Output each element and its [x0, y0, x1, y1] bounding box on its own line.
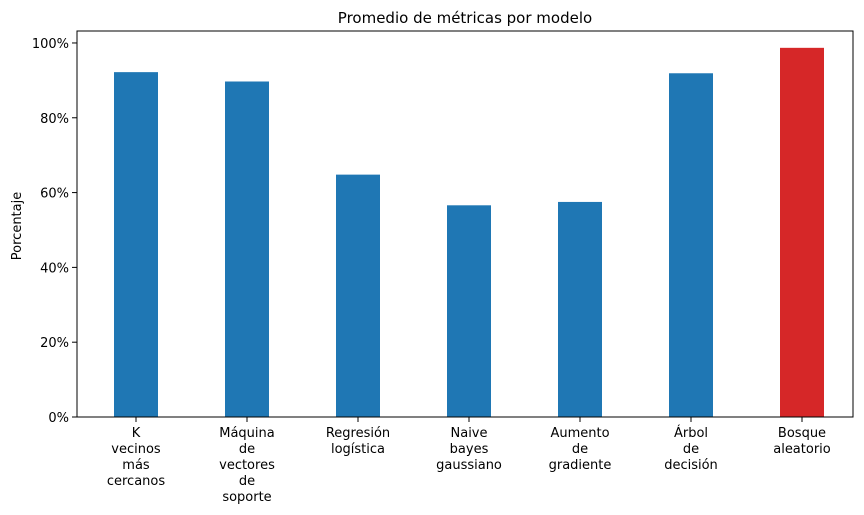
y-tick-label: 100% — [32, 37, 69, 52]
y-axis-ticks: 0% 20% 40% 60% 80% 100% — [32, 37, 77, 426]
y-tick-label: 80% — [40, 112, 69, 127]
x-tick-label: Árbol de decisión — [664, 425, 718, 473]
y-axis-label: Porcentaje — [10, 192, 25, 260]
bar-6 — [669, 73, 713, 417]
x-tick-label: Regresión logística — [326, 426, 390, 457]
bar-7 — [780, 47, 824, 418]
x-tick-label: Máquina de vectores de soporte — [219, 426, 275, 505]
plot-frame — [76, 30, 854, 418]
bar-2 — [225, 81, 269, 417]
chart-title: Promedio de métricas por modelo — [338, 9, 592, 27]
y-tick-label: 40% — [40, 261, 69, 276]
x-tick-label: Aumento de gradiente — [549, 426, 612, 473]
bars-layer — [114, 47, 824, 418]
x-tick-label: Naive bayes gaussiano — [436, 426, 502, 473]
x-tick-label: Bosque aleatorio — [773, 426, 831, 457]
y-tick-label: 60% — [40, 187, 69, 202]
y-tick-label: 0% — [48, 411, 69, 426]
y-tick-label: 20% — [40, 336, 69, 351]
bar-1 — [114, 72, 158, 418]
bar-4 — [447, 205, 491, 417]
bar-3 — [336, 174, 380, 417]
bar-5 — [558, 201, 602, 417]
